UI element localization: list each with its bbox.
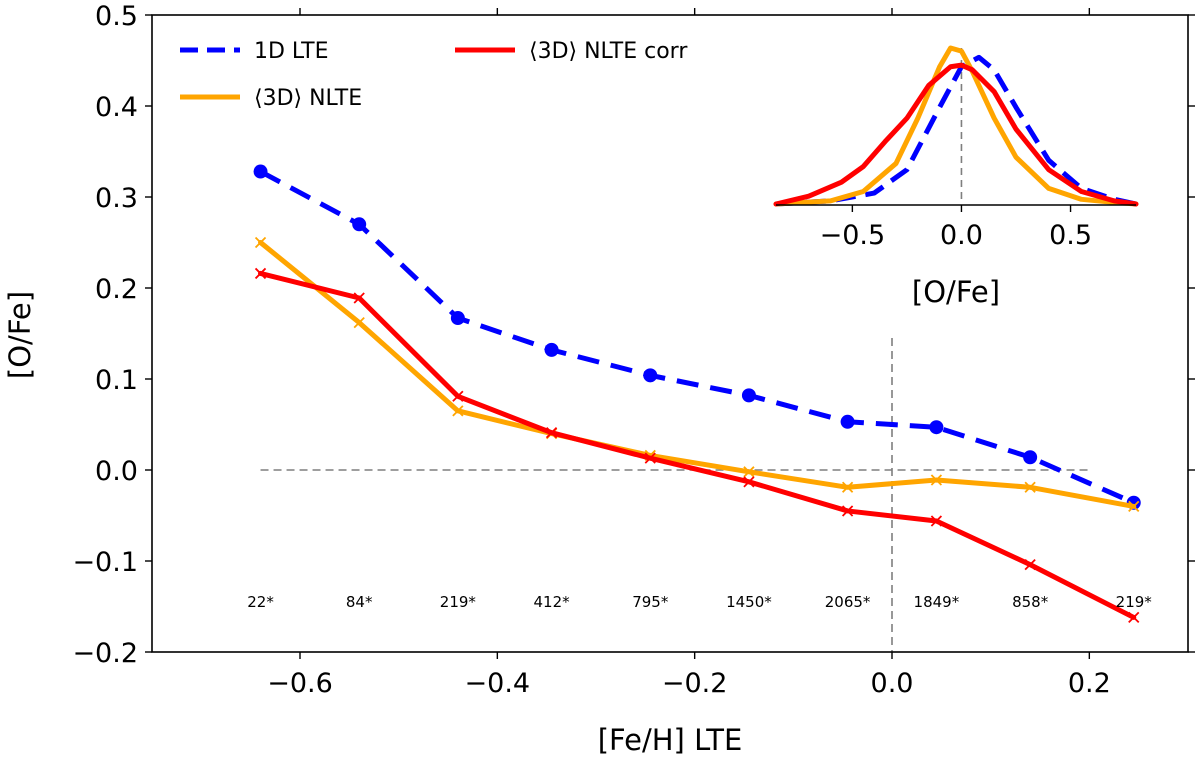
data-point	[1024, 481, 1036, 493]
data-point	[644, 452, 656, 464]
data-point	[929, 420, 944, 435]
data-point	[452, 390, 464, 402]
legend: 1D LTE ⟨3D⟩ NLTE ⟨3D⟩ NLTE corr	[180, 39, 688, 111]
inset-chart: −0.5 0.0 0.5 [O/Fe]	[770, 40, 1142, 309]
data-point	[452, 405, 464, 417]
series-line	[259, 169, 1135, 506]
data-point	[741, 388, 756, 403]
x-tick-label: 0.2	[1068, 668, 1111, 699]
count-label: 1849*	[914, 593, 960, 611]
legend-label: 1D LTE	[254, 39, 329, 64]
count-labels: 22* 84* 219* 412* 795* 1450* 2065* 1849* 858* 219…	[247, 593, 1152, 611]
inset-x-tick-label: 0.0	[940, 220, 983, 251]
count-label: 84*	[346, 593, 373, 611]
series-layer	[253, 164, 1141, 624]
data-point	[254, 236, 267, 249]
data-point	[253, 164, 268, 179]
main-reference-lines	[260, 338, 1090, 652]
data-point	[841, 505, 854, 517]
data-point	[743, 466, 755, 478]
data-point	[450, 311, 465, 326]
y-tick-label: 0.5	[95, 1, 138, 32]
series-3d-nlte-corr	[254, 267, 1140, 624]
data-point	[1024, 559, 1036, 571]
data-point	[643, 368, 658, 383]
y-tick-label: 0.3	[95, 183, 138, 214]
axes-layer: −0.6 −0.4 −0.2 0.0 0.2 −0.2 −0.1 0.0 0.1 0.2 0.3 0.…	[72, 1, 1195, 699]
x-tick-label: 0.0	[871, 668, 914, 699]
data-point	[544, 342, 559, 357]
y-tick-label: 0.0	[95, 456, 138, 487]
y-tick-label: 0.2	[95, 274, 138, 305]
inset-curve	[775, 54, 1137, 207]
count-label: 219*	[1116, 593, 1153, 611]
data-point	[352, 217, 367, 232]
legend-label: ⟨3D⟩ NLTE	[254, 86, 362, 111]
y-axis-label: [O/Fe]	[3, 291, 37, 379]
x-tick-label: −0.2	[662, 668, 728, 699]
count-label: 219*	[440, 593, 477, 611]
y-tick-label: 0.1	[95, 365, 138, 396]
y-tick-label: 0.4	[95, 92, 138, 123]
data-point	[930, 474, 943, 486]
series-line	[258, 240, 1137, 509]
data-point	[1128, 611, 1140, 624]
y-tick-label: −0.2	[72, 638, 138, 669]
data-point	[930, 515, 943, 527]
data-point	[353, 292, 365, 304]
data-point	[254, 267, 267, 280]
inset-x-tick-label: −0.5	[820, 220, 886, 251]
data-point	[1023, 450, 1038, 465]
data-point	[840, 414, 855, 429]
data-point	[841, 481, 854, 493]
count-label: 795*	[632, 593, 669, 611]
count-label: 1450*	[726, 593, 772, 611]
count-label: 2065*	[825, 593, 871, 611]
x-axis-label: [Fe/H] LTE	[598, 723, 743, 757]
legend-label: ⟨3D⟩ NLTE corr	[529, 39, 688, 64]
plot-frame	[151, 14, 1189, 653]
count-label: 22*	[247, 593, 274, 611]
data-point	[353, 316, 365, 329]
series-line	[258, 270, 1137, 620]
data-point	[1128, 500, 1140, 513]
inset-curve	[773, 45, 1139, 207]
count-label: 412*	[534, 593, 571, 611]
count-label: 858*	[1012, 593, 1049, 611]
y-tick-label: −0.1	[72, 547, 138, 578]
inset-curve	[773, 62, 1139, 207]
x-tick-label: −0.6	[267, 668, 333, 699]
inset-x-tick-label: 0.5	[1049, 220, 1092, 251]
x-tick-label: −0.4	[465, 668, 531, 699]
data-point	[743, 476, 755, 488]
data-point	[545, 427, 558, 439]
series-1d-lte	[253, 164, 1141, 510]
inset-x-axis-label: [O/Fe]	[912, 275, 1000, 309]
